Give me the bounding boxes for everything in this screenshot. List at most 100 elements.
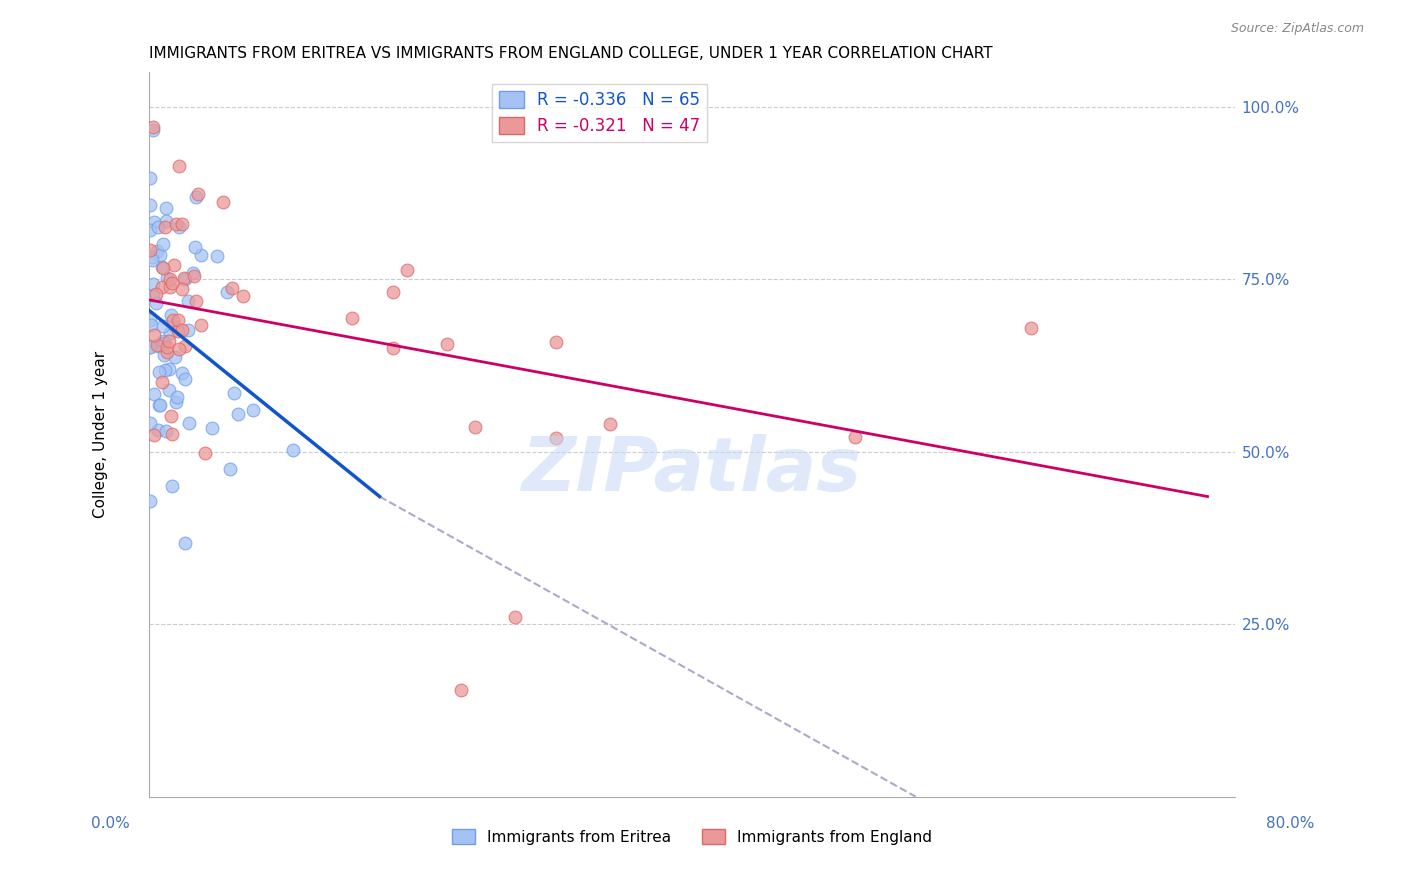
Point [146, 220, 169, 235]
Point [382, 285, 405, 300]
Point [159, 280, 181, 294]
Point [141, 318, 163, 333]
Point [166, 390, 188, 404]
Point [177, 323, 200, 337]
Point [146, 424, 169, 438]
Point [342, 310, 364, 325]
Point [173, 372, 195, 386]
Point [163, 318, 186, 332]
Point [200, 421, 222, 435]
Point [139, 494, 162, 508]
Point [181, 266, 204, 280]
Point [139, 198, 162, 212]
Point [219, 461, 242, 475]
Point [152, 348, 174, 362]
Point [157, 334, 180, 348]
Point [152, 260, 174, 275]
Point [167, 312, 190, 326]
Point [162, 276, 184, 290]
Point [173, 338, 195, 352]
Point [1019, 321, 1042, 335]
Point [226, 407, 249, 421]
Point [153, 336, 176, 351]
Point [184, 293, 207, 308]
Point [153, 220, 176, 235]
Point [148, 365, 170, 379]
Point [160, 409, 183, 423]
Text: 0.0%: 0.0% [91, 816, 131, 831]
Point [148, 398, 170, 412]
Point [167, 219, 190, 234]
Point [149, 399, 172, 413]
Point [139, 340, 162, 354]
Point [450, 682, 472, 697]
Point [172, 217, 194, 231]
Point [162, 313, 184, 327]
Point [165, 217, 187, 231]
Legend: R = -0.336   N = 65, R = -0.321   N = 47: R = -0.336 N = 65, R = -0.321 N = 47 [492, 84, 707, 142]
Point [150, 376, 173, 390]
Point [160, 478, 183, 492]
Point [505, 610, 527, 624]
Point [142, 427, 165, 442]
Point [139, 223, 162, 237]
Point [436, 336, 458, 351]
Text: IMMIGRANTS FROM ERITREA VS IMMIGRANTS FROM ENGLAND COLLEGE, UNDER 1 YEAR CORRELA: IMMIGRANTS FROM ERITREA VS IMMIGRANTS FR… [149, 46, 993, 62]
Point [184, 240, 207, 254]
Point [382, 341, 405, 355]
Point [177, 294, 200, 309]
Text: 80.0%: 80.0% [1267, 816, 1315, 831]
Point [152, 334, 174, 348]
Point [187, 187, 209, 202]
Point [165, 395, 187, 409]
Point [599, 417, 621, 431]
Point [153, 363, 176, 377]
Point [167, 324, 190, 338]
Point [193, 446, 215, 460]
Point [163, 258, 186, 272]
Point [152, 318, 174, 333]
Point [170, 367, 193, 381]
Point [142, 120, 165, 135]
Point [224, 386, 246, 401]
Point [186, 190, 208, 204]
Point [217, 285, 239, 300]
Point [156, 340, 179, 354]
Point [146, 339, 169, 353]
Point [146, 338, 169, 352]
Point [139, 243, 162, 257]
Point [165, 350, 187, 364]
Point [174, 536, 197, 550]
Point [205, 249, 228, 263]
Point [139, 340, 162, 354]
Point [167, 342, 190, 356]
Point [159, 271, 181, 285]
Point [183, 268, 205, 283]
Point [157, 362, 180, 376]
Point [844, 430, 866, 444]
Point [155, 424, 177, 438]
Point [141, 250, 163, 264]
Point [159, 308, 181, 322]
Point [145, 287, 167, 301]
Point [395, 263, 418, 277]
Point [155, 214, 177, 228]
Point [232, 288, 254, 302]
Point [167, 159, 190, 173]
Point [139, 417, 162, 431]
Text: College, Under 1 year: College, Under 1 year [93, 351, 107, 518]
Point [156, 270, 179, 285]
Point [177, 417, 200, 431]
Point [145, 296, 167, 310]
Point [146, 244, 169, 258]
Point [162, 427, 184, 442]
Point [149, 248, 172, 262]
Point [141, 252, 163, 267]
Point [170, 282, 193, 296]
Point [150, 280, 173, 294]
Point [156, 345, 179, 359]
Point [173, 272, 195, 286]
Point [142, 328, 165, 343]
Point [139, 170, 162, 185]
Point [464, 420, 486, 434]
